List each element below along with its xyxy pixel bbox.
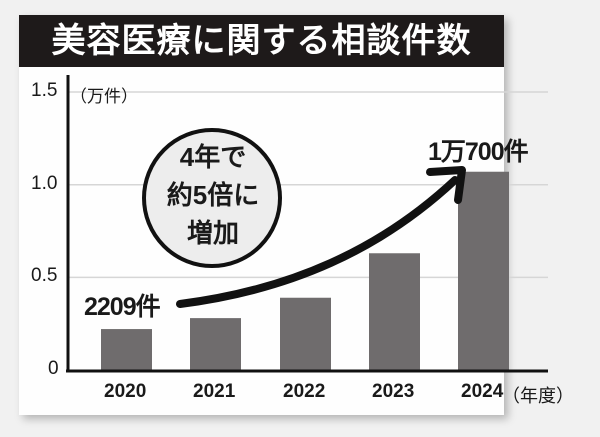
y-unit-label: （万件）: [70, 87, 138, 106]
x-tick-2024: 2024: [461, 381, 504, 402]
bar-2022: [280, 297, 331, 370]
x-unit-label: （年度）: [502, 386, 574, 406]
x-tick-2020: 2020: [104, 381, 147, 402]
y-tick-0.5: 0.5: [31, 265, 58, 287]
x-tick-2023: 2023: [372, 381, 415, 402]
bar-2024: [458, 171, 509, 370]
first-value-label: 2209件: [84, 293, 161, 321]
callout-line-3: 増加: [186, 218, 239, 248]
last-value-label: 1万700件: [428, 138, 529, 166]
x-tick-2021: 2021: [193, 381, 236, 402]
bars: [101, 171, 509, 370]
bar-2020: [101, 329, 152, 370]
x-tick-2022: 2022: [283, 381, 326, 402]
bar-2021: [190, 318, 241, 370]
y-tick-1.5: 1.5: [31, 80, 58, 102]
y-tick-0: 0: [48, 358, 59, 379]
growth-arrow: [176, 176, 459, 308]
bar-2023: [369, 253, 420, 370]
callout-text: 4年で 約5倍に 増加: [150, 138, 276, 252]
y-tick-1.0: 1.0: [31, 172, 58, 194]
callout-circle: [142, 128, 282, 268]
callout-line-2: 約5倍に: [166, 180, 260, 210]
chart-title: 美容医療に関する相談件数: [19, 15, 504, 67]
arrow-head-icon: [426, 166, 466, 204]
callout-line-1: 4年で: [179, 142, 247, 172]
